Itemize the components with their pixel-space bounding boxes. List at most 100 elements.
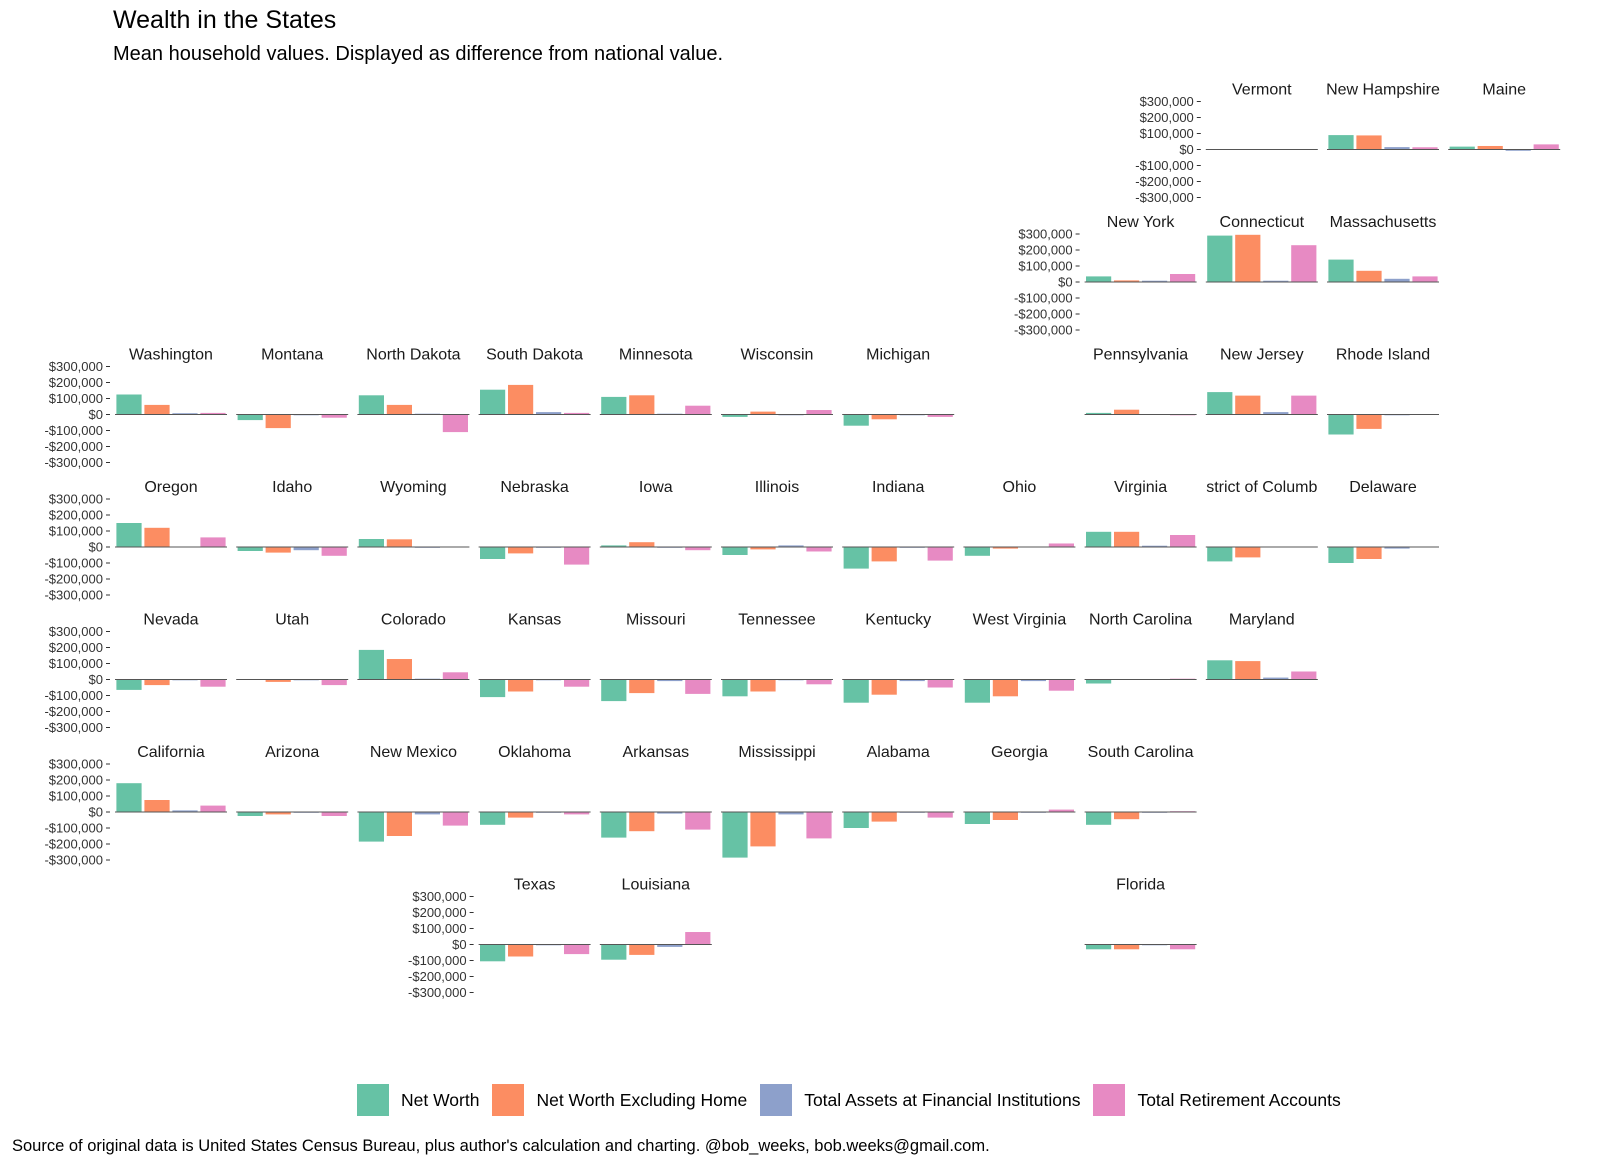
bar-total-retirement-accounts <box>685 547 711 551</box>
bar-total-retirement-accounts <box>1412 147 1438 150</box>
bar-total-assets-at-financial-institutions <box>1263 280 1289 282</box>
legend-label-net-worth-excluding-home: Net Worth Excluding Home <box>536 1089 748 1110</box>
y-tick-label: -$300,000 <box>44 455 103 470</box>
bar-total-retirement-accounts <box>1291 395 1317 415</box>
bar-net-worth <box>601 396 627 415</box>
bar-net-worth <box>358 539 384 547</box>
panel-georgia: Georgia <box>963 744 1076 824</box>
bar-net-worth <box>358 812 384 842</box>
bar-total-assets-at-financial-institutions <box>657 944 683 947</box>
panel-nevada: Nevada $300,000$200,000$100,000$0-$100,00… <box>44 612 227 735</box>
y-tick-label: -$300,000 <box>44 720 103 735</box>
bar-net-worth-excluding-home <box>265 679 291 682</box>
y-tick-label: $0 <box>452 937 466 952</box>
panel-north-carolina: North Carolina <box>1084 612 1197 684</box>
bar-total-retirement-accounts <box>321 414 347 418</box>
bar-net-worth-excluding-home <box>144 527 170 547</box>
y-tick-label: -$200,000 <box>44 837 103 852</box>
legend-swatch-net-worth <box>357 1084 389 1116</box>
bar-net-worth-excluding-home <box>1114 812 1140 820</box>
bar-total-assets-at-financial-institutions <box>1384 278 1410 282</box>
bar-total-retirement-accounts <box>1048 543 1074 547</box>
y-tick-label: $100,000 <box>49 391 103 406</box>
bar-net-worth <box>601 812 627 838</box>
bar-total-retirement-accounts <box>685 405 711 415</box>
y-tick-label: -$100,000 <box>44 423 103 438</box>
bar-net-worth-excluding-home <box>508 384 534 415</box>
y-tick-label: $100,000 <box>1018 259 1072 274</box>
bar-net-worth <box>1207 235 1233 282</box>
legend-item-net-worth: Net Worth <box>357 1084 479 1116</box>
y-tick-label: $100,000 <box>412 921 466 936</box>
y-tick-label: $300,000 <box>49 624 103 639</box>
bar-net-worth <box>843 414 869 426</box>
bar-net-worth <box>358 395 384 415</box>
y-tick-label: $300,000 <box>49 359 103 374</box>
y-tick-label: -$200,000 <box>44 572 103 587</box>
panel-label: Illinois <box>755 479 799 496</box>
bar-total-retirement-accounts <box>1291 671 1317 680</box>
bar-net-worth-excluding-home <box>1235 547 1261 558</box>
panel-new-mexico: New Mexico <box>357 744 470 842</box>
legend-label-net-worth: Net Worth <box>401 1089 480 1110</box>
bar-net-worth <box>480 547 506 559</box>
legend-item-retirement-accounts: Total Retirement Accounts <box>1093 1084 1341 1116</box>
bar-net-worth <box>1449 146 1475 150</box>
y-tick-label: $200,000 <box>1018 243 1072 258</box>
bar-total-retirement-accounts <box>1170 535 1196 547</box>
panel-label: Montana <box>261 347 323 364</box>
bar-total-assets-at-financial-institutions <box>657 679 683 682</box>
bar-net-worth <box>116 523 142 547</box>
bar-net-worth-excluding-home <box>265 414 291 429</box>
panel-tennessee: Tennessee <box>721 612 833 697</box>
y-tick-label: $300,000 <box>1140 94 1194 109</box>
bar-total-retirement-accounts <box>1170 274 1196 282</box>
bar-total-retirement-accounts <box>1291 245 1317 282</box>
y-tick-label: $200,000 <box>412 905 466 920</box>
panel-oregon: Oregon $300,000$200,000$100,000$0-$100,00… <box>44 479 227 603</box>
bar-net-worth <box>1207 660 1233 680</box>
y-tick-label: $0 <box>89 805 103 820</box>
panel-label: Iowa <box>639 479 673 496</box>
bar-net-worth-excluding-home <box>1356 414 1382 429</box>
panel-label: North Carolina <box>1089 612 1192 629</box>
bar-total-assets-at-financial-institutions <box>414 812 440 815</box>
bar-net-worth-excluding-home <box>750 547 776 550</box>
y-tick-label: -$300,000 <box>408 985 467 1000</box>
bar-total-retirement-accounts <box>1412 276 1438 282</box>
panel-nebraska: Nebraska <box>478 479 591 565</box>
panel-wisconsin: Wisconsin <box>721 347 833 417</box>
bar-net-worth-excluding-home <box>871 679 897 695</box>
bar-net-worth-excluding-home <box>508 812 534 818</box>
panel-delaware: Delaware <box>1327 479 1439 563</box>
panel-wyoming: Wyoming <box>357 479 470 548</box>
panel-label: Missouri <box>626 612 686 629</box>
bar-total-retirement-accounts <box>685 679 711 694</box>
panel-label: Arizona <box>265 744 319 761</box>
bar-net-worth <box>1086 412 1112 415</box>
bar-net-worth <box>1086 531 1112 547</box>
bar-net-worth-excluding-home <box>144 404 170 415</box>
bar-total-retirement-accounts <box>442 812 468 826</box>
bar-net-worth-excluding-home <box>1114 409 1140 415</box>
y-tick-label: -$300,000 <box>44 588 103 603</box>
bar-net-worth-excluding-home <box>871 812 897 822</box>
panel-label: Vermont <box>1232 82 1292 99</box>
y-tick-label: -$100,000 <box>44 688 103 703</box>
y-tick-label: $300,000 <box>49 757 103 772</box>
bar-net-worth-excluding-home <box>1356 547 1382 559</box>
panel-label: Virginia <box>1114 479 1167 496</box>
bar-total-assets-at-financial-institutions <box>657 812 683 814</box>
bar-net-worth-excluding-home <box>629 812 655 832</box>
y-tick-label: $300,000 <box>1018 227 1072 242</box>
panel-west-virginia: West Virginia <box>963 612 1076 703</box>
panel-label: Oklahoma <box>498 744 571 761</box>
legend-label-retirement-accounts: Total Retirement Accounts <box>1137 1089 1341 1110</box>
panel-label: California <box>137 744 205 761</box>
bar-net-worth-excluding-home <box>629 679 655 694</box>
bar-net-worth-excluding-home <box>750 679 776 692</box>
bar-net-worth-excluding-home <box>1114 531 1140 547</box>
legend-swatch-net-worth-excluding-home <box>492 1084 525 1116</box>
bar-net-worth-excluding-home <box>265 812 291 815</box>
bar-net-worth <box>843 812 869 828</box>
